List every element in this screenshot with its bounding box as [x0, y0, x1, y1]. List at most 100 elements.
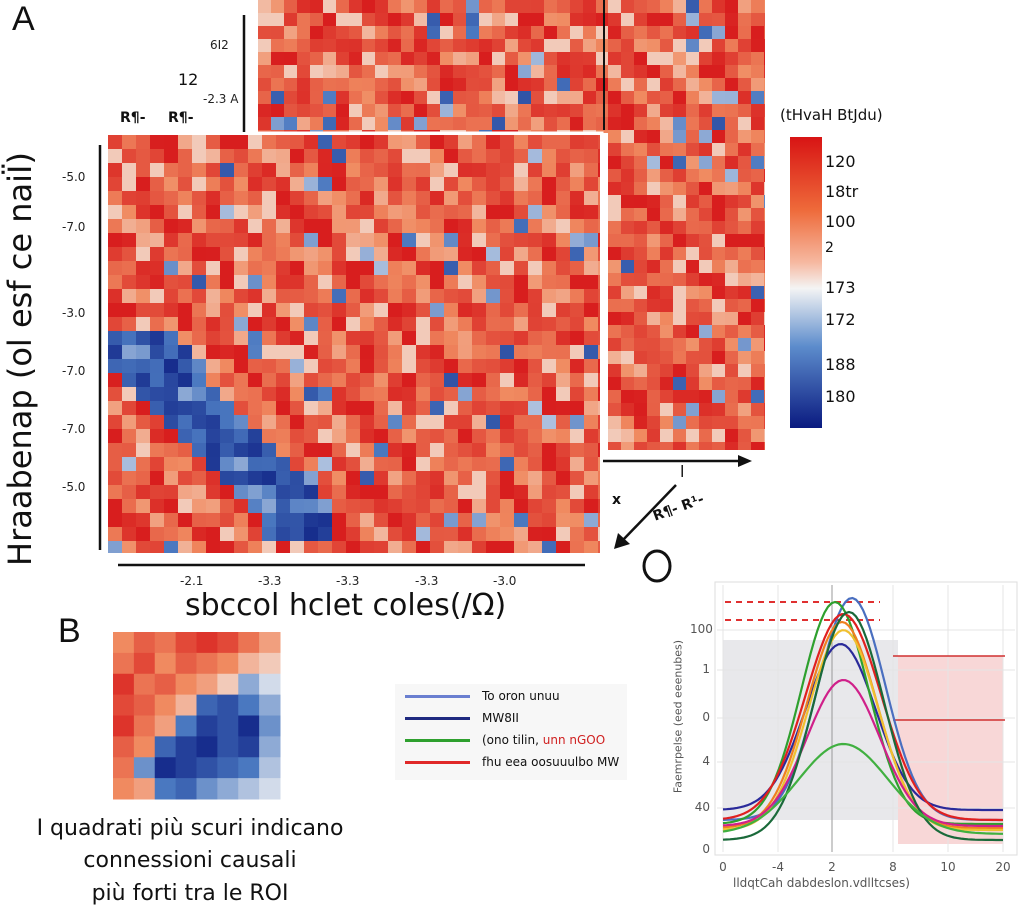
heatmap-cell [276, 499, 290, 513]
heatmap-cell [122, 345, 136, 359]
heatmap-b-cell [196, 632, 218, 654]
heatmap-cell [570, 373, 584, 387]
legend-entry: To oron unuu [405, 686, 560, 706]
heatmap-cell [725, 351, 738, 364]
heatmap-cell [686, 156, 699, 169]
heatmap-cell [458, 373, 472, 387]
heatmap-cell [673, 260, 686, 273]
heatmap-cell [430, 457, 444, 471]
heatmap-cell [388, 541, 402, 553]
heatmap-cell [388, 359, 402, 373]
heatmap-cell [332, 303, 346, 317]
heatmap-cell [514, 401, 528, 415]
heatmap-cell [346, 527, 360, 541]
heatmap-cell [542, 233, 556, 247]
heatmap-cell [458, 457, 472, 471]
heatmap-cell [430, 233, 444, 247]
heatmap-cell [764, 91, 765, 104]
heatmap-cell [360, 359, 374, 373]
heatmap-cell [318, 471, 332, 485]
heatmap-cell [164, 177, 178, 191]
heatmap-cell [276, 163, 290, 177]
heatmap-cell [304, 387, 318, 401]
heatmap-cell [276, 359, 290, 373]
heatmap-cell [699, 0, 712, 13]
heatmap-cell [416, 331, 430, 345]
heatmap-cell [596, 91, 608, 104]
y-tick-label: -5.0 [62, 480, 86, 494]
heatmap-cell [318, 527, 332, 541]
heatmap-cell [360, 177, 374, 191]
heatmap-cell [660, 273, 673, 286]
heatmap-cell [584, 527, 598, 541]
heatmap-cell [276, 219, 290, 233]
heatmap-cell [346, 359, 360, 373]
heatmap-cell [284, 0, 297, 13]
heatmap-cell [336, 91, 349, 104]
heatmap-cell [738, 39, 751, 52]
heatmap-cell [323, 52, 336, 65]
heatmap-cell [108, 513, 122, 527]
heatmap-cell [178, 429, 192, 443]
heatmap-cell [472, 471, 486, 485]
heatmap-cell [453, 52, 466, 65]
heatmap-cell [518, 13, 531, 26]
heatmap-cell [514, 261, 528, 275]
heatmap-cell [234, 513, 248, 527]
heatmap-cell [725, 169, 738, 182]
heatmap-cell [598, 205, 600, 219]
heatmap-cell [332, 429, 346, 443]
heatmap-cell [122, 485, 136, 499]
heatmap-cell [402, 457, 416, 471]
heatmap-cell [634, 390, 647, 403]
heatmap-cell [178, 471, 192, 485]
heatmap-cell [164, 541, 178, 553]
colorbar-tick: 120 [825, 152, 856, 171]
heatmap-cell [290, 415, 304, 429]
heatmap-cell [764, 338, 765, 351]
heatmap-cell [492, 39, 505, 52]
heatmap-cell [583, 65, 596, 78]
heatmap-cell [634, 104, 647, 117]
legend-label-extra: unn nGOO [542, 733, 606, 747]
heatmap-cell [290, 191, 304, 205]
heatmap-cell [374, 527, 388, 541]
heatmap-cell [336, 104, 349, 117]
heatmap-cell [596, 13, 608, 26]
heatmap-cell [122, 359, 136, 373]
heatmap-cell [220, 345, 234, 359]
heatmap-cell [514, 303, 528, 317]
heatmap-cell [584, 261, 598, 275]
heatmap-cell [332, 275, 346, 289]
heatmap-cell [262, 457, 276, 471]
heatmap-cell [416, 219, 430, 233]
heatmap-cell [164, 303, 178, 317]
heatmap-cell [472, 177, 486, 191]
series-line [722, 612, 1003, 822]
heatmap-cell [375, 65, 388, 78]
heatmap-cell [751, 104, 764, 117]
heatmap-cell [444, 317, 458, 331]
heatmap-cell [402, 163, 416, 177]
heatmap-cell [647, 52, 660, 65]
heatmap-cell [621, 234, 634, 247]
heatmap-cell [764, 416, 765, 429]
heatmap-cell [764, 169, 765, 182]
heatmap-cell [764, 390, 765, 403]
heatmap-cell [486, 233, 500, 247]
heatmap-cell [458, 401, 472, 415]
heatmap-cell [712, 338, 725, 351]
heatmap-cell [416, 289, 430, 303]
heatmap-cell [430, 485, 444, 499]
legend: To oron unuu MW8II (ono tilin, unn nGOO … [395, 684, 627, 780]
heatmap-cell [472, 359, 486, 373]
heatmap-cell [712, 130, 725, 143]
heatmap-cell [544, 78, 557, 91]
heatmap-cell [234, 541, 248, 553]
heatmap-cell [374, 303, 388, 317]
heatmap-cell [751, 403, 764, 416]
heatmap-cell [492, 0, 505, 13]
heatmap-cell [598, 429, 600, 443]
heatmap-cell [673, 39, 686, 52]
legend-label: (ono tilin, [482, 733, 539, 747]
